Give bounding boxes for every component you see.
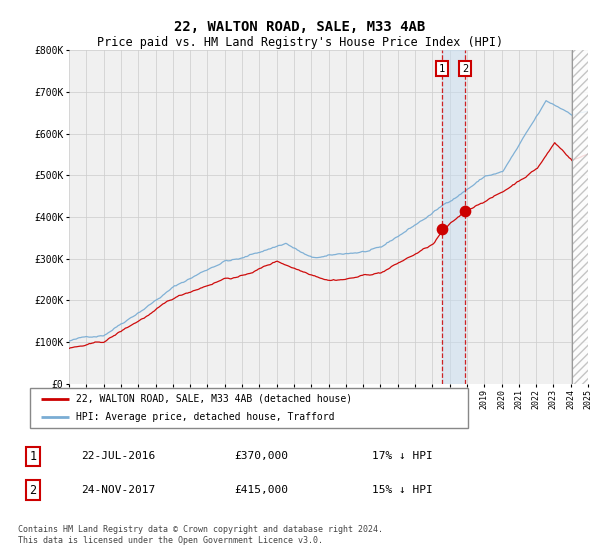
Text: 15% ↓ HPI: 15% ↓ HPI — [372, 485, 433, 495]
Text: Contains HM Land Registry data © Crown copyright and database right 2024.
This d: Contains HM Land Registry data © Crown c… — [18, 525, 383, 545]
Text: £370,000: £370,000 — [234, 451, 288, 461]
Bar — [442, 50, 465, 384]
Text: £415,000: £415,000 — [234, 485, 288, 495]
Text: 22-JUL-2016: 22-JUL-2016 — [81, 451, 155, 461]
Text: 2: 2 — [29, 483, 37, 497]
Text: 2: 2 — [462, 64, 468, 74]
Text: Price paid vs. HM Land Registry's House Price Index (HPI): Price paid vs. HM Land Registry's House … — [97, 36, 503, 49]
Text: 17% ↓ HPI: 17% ↓ HPI — [372, 451, 433, 461]
Point — [460, 206, 470, 215]
Text: HPI: Average price, detached house, Trafford: HPI: Average price, detached house, Traf… — [76, 412, 334, 422]
Point — [437, 225, 446, 234]
Text: 24-NOV-2017: 24-NOV-2017 — [81, 485, 155, 495]
Text: 22, WALTON ROAD, SALE, M33 4AB: 22, WALTON ROAD, SALE, M33 4AB — [175, 20, 425, 34]
Text: 1: 1 — [29, 450, 37, 463]
Text: 1: 1 — [439, 64, 445, 74]
FancyBboxPatch shape — [30, 388, 468, 428]
Text: 22, WALTON ROAD, SALE, M33 4AB (detached house): 22, WALTON ROAD, SALE, M33 4AB (detached… — [76, 394, 352, 404]
